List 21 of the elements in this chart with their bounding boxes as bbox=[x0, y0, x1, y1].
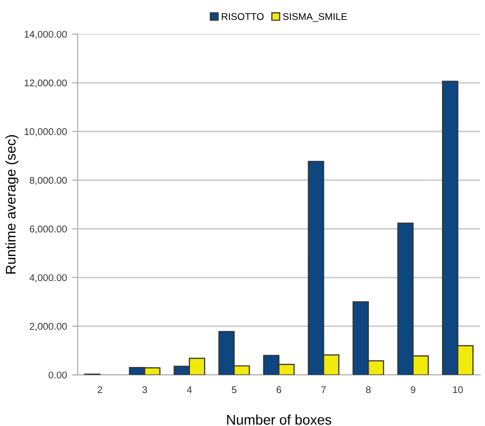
y-tick-label: 10,000.00 bbox=[24, 128, 67, 136]
x-tick-label: 7 bbox=[321, 386, 326, 394]
y-tick-label: 0.00 bbox=[48, 372, 67, 378]
y-tick-label: 14,000.00 bbox=[24, 30, 67, 39]
y-tick-label: 2,000.00 bbox=[30, 322, 67, 331]
x-tick-label: 3 bbox=[142, 386, 147, 394]
legend-label: RISOTTO bbox=[222, 13, 264, 20]
y-tick-label: 6,000.00 bbox=[30, 226, 67, 234]
x-axis-title: Number of boxes bbox=[227, 414, 332, 425]
x-tick-label: 9 bbox=[410, 386, 416, 394]
y-tick-label: 12,000.00 bbox=[24, 80, 67, 88]
legend-label: SISMA_SMILE bbox=[283, 13, 347, 22]
x-tick-label: 5 bbox=[232, 386, 236, 394]
y-tick-label: 4,000.00 bbox=[30, 274, 67, 282]
y-axis-title: Runtime average (sec) bbox=[5, 135, 18, 274]
x-tick-label: 6 bbox=[276, 386, 282, 394]
x-tick-label: 2 bbox=[98, 386, 102, 394]
x-tick-label: 10 bbox=[453, 386, 463, 394]
x-tick-label: 8 bbox=[366, 386, 371, 394]
x-tick-label: 4 bbox=[186, 386, 192, 394]
y-tick-label: 8,000.00 bbox=[30, 176, 67, 185]
